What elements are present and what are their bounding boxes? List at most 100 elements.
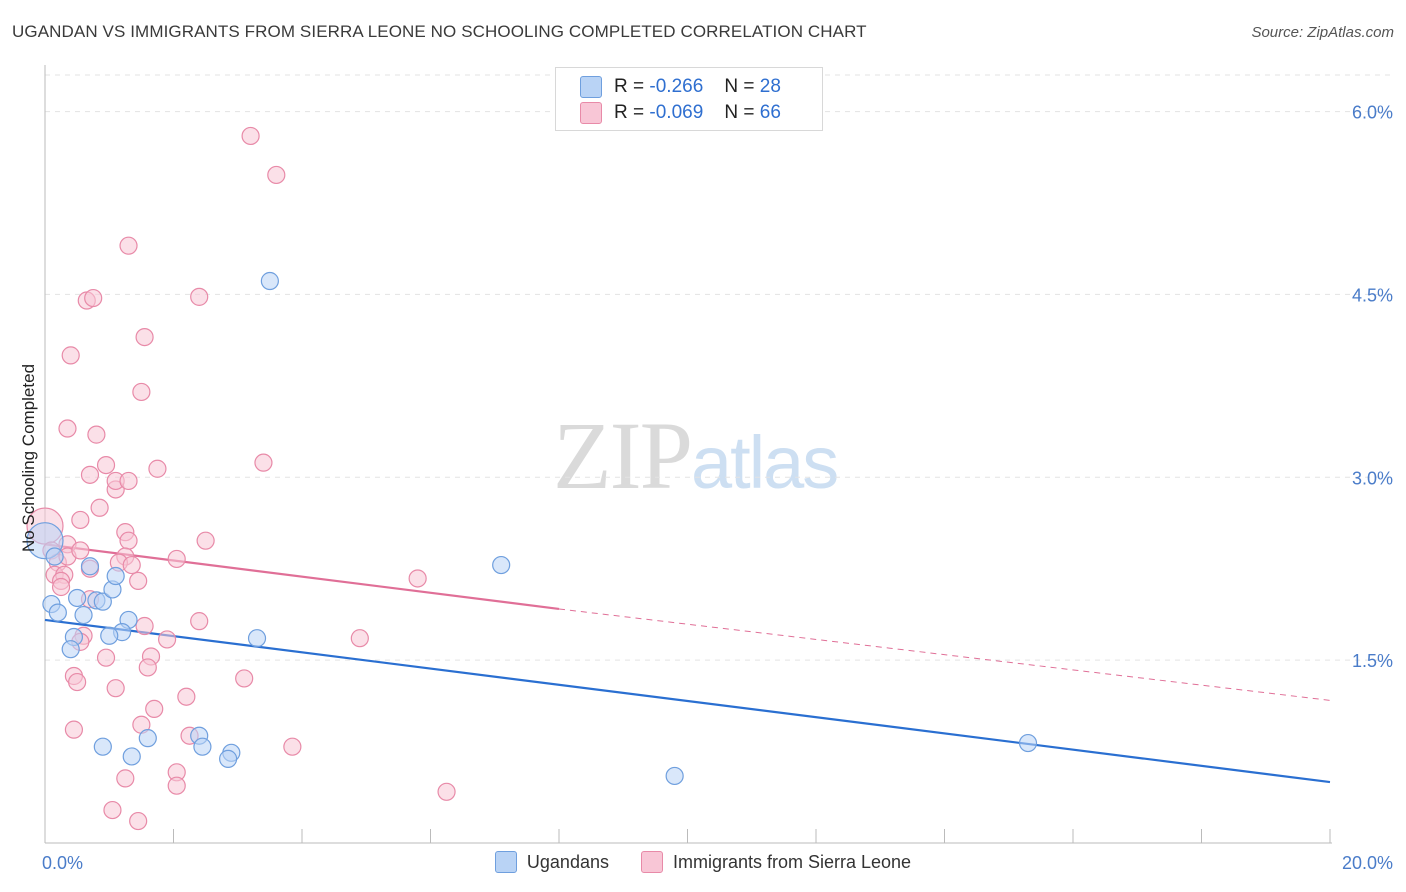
- point-sierra-leone: [51, 577, 71, 597]
- y-tick-label: 4.5%: [1352, 285, 1393, 305]
- point-sierra-leone: [71, 541, 90, 560]
- x-tick-label: 0.0%: [42, 853, 83, 873]
- correlation-legend: R = -0.266 N = 28 R = -0.069 N = 66: [555, 67, 823, 131]
- point-ugandans: [138, 729, 157, 748]
- watermark-atlas: atlas: [691, 421, 839, 504]
- chart-title: UGANDAN VS IMMIGRANTS FROM SIERRA LEONE …: [12, 22, 867, 41]
- legend-r-label: R =: [614, 76, 645, 97]
- trend-extension-sierra-leone: [558, 608, 1331, 701]
- point-sierra-leone: [148, 459, 167, 478]
- source-label: Source: ZipAtlas.com: [1251, 24, 1394, 41]
- point-sierra-leone: [96, 648, 116, 667]
- point-sierra-leone: [267, 165, 286, 185]
- point-sierra-leone: [96, 455, 116, 475]
- watermark-zip: ZIP: [553, 402, 693, 509]
- legend-n-label: N =: [724, 102, 755, 123]
- legend-row-sierra-leone: R = -0.069 N = 66: [580, 101, 781, 125]
- point-sierra-leone: [132, 382, 151, 402]
- point-sierra-leone: [122, 555, 141, 575]
- point-sierra-leone: [145, 699, 164, 719]
- legend-row-ugandans: R = -0.266 N = 28: [580, 75, 781, 99]
- point-sierra-leone: [68, 672, 87, 692]
- point-sierra-leone: [177, 687, 196, 706]
- point-ugandans: [100, 626, 119, 645]
- point-ugandans: [45, 547, 64, 566]
- point-sierra-leone: [157, 630, 177, 649]
- point-sierra-leone: [90, 498, 109, 517]
- axes: [44, 65, 1332, 844]
- y-tick-label: 3.0%: [1352, 468, 1393, 488]
- point-ugandans: [1018, 733, 1038, 753]
- legend-item-sierra-leone[interactable]: Immigrants from Sierra Leone: [640, 851, 912, 873]
- legend-n-value: 28: [759, 76, 781, 97]
- point-ugandans: [247, 629, 267, 648]
- point-sierra-leone: [138, 658, 157, 677]
- point-sierra-leone: [190, 287, 209, 306]
- point-sierra-leone: [241, 126, 260, 146]
- point-ugandans: [122, 747, 141, 766]
- y-tick-label: 1.5%: [1352, 651, 1393, 671]
- point-sierra-leone: [119, 471, 138, 491]
- y-axis-title: No Schooling Completed: [19, 364, 38, 552]
- point-sierra-leone: [80, 465, 100, 484]
- point-ugandans: [665, 766, 684, 786]
- point-sierra-leone: [71, 510, 90, 530]
- point-sierra-leone: [84, 288, 103, 308]
- point-sierra-leone: [254, 453, 273, 472]
- point-sierra-leone: [196, 531, 215, 550]
- point-sierra-leone: [103, 800, 122, 820]
- point-ugandans: [219, 749, 238, 768]
- point-sierra-leone: [437, 782, 456, 801]
- point-sierra-leone: [129, 571, 148, 591]
- legend-swatch-blue: [494, 851, 517, 873]
- grid-lines: [45, 74, 1392, 661]
- point-sierra-leone: [167, 549, 186, 569]
- legend-r-value: -0.069: [649, 102, 704, 123]
- watermark: ZIPatlas: [553, 400, 839, 511]
- point-sierra-leone: [106, 679, 125, 698]
- legend-swatch-blue: [580, 76, 602, 98]
- point-ugandans: [260, 271, 279, 291]
- point-ugandans: [74, 605, 93, 625]
- legend-label-sierra-leone: Immigrants from Sierra Leone: [672, 851, 912, 872]
- point-ugandans: [93, 592, 112, 611]
- point-ugandans: [68, 588, 87, 608]
- legend-swatch-pink: [580, 102, 602, 124]
- tick-labels: 1.5% 3.0% 4.5% 6.0% 0.0% 20.0% No Schooling Co…: [19, 103, 1393, 873]
- point-sierra-leone: [119, 531, 138, 550]
- point-sierra-leone: [283, 737, 302, 756]
- point-sierra-leone: [64, 720, 84, 739]
- point-ugandans: [106, 566, 125, 586]
- series-legend: Ugandans Immigrants from Sierra Leone: [0, 851, 1406, 873]
- legend-r-label: R =: [614, 102, 645, 123]
- point-sierra-leone: [58, 419, 77, 438]
- legend-n-value: 66: [759, 102, 781, 123]
- point-ugandans: [193, 737, 212, 756]
- point-sierra-leone: [190, 612, 209, 631]
- x-tick-label: 20.0%: [1342, 853, 1393, 873]
- point-sierra-leone: [129, 811, 148, 831]
- point-sierra-leone: [87, 425, 106, 444]
- data-points: [26, 126, 1038, 831]
- legend-label-ugandans: Ugandans: [526, 851, 609, 872]
- point-sierra-leone: [119, 236, 138, 255]
- y-tick-label: 6.0%: [1352, 103, 1393, 123]
- point-sierra-leone: [350, 629, 369, 648]
- point-ugandans: [492, 555, 511, 575]
- legend-item-ugandans[interactable]: Ugandans: [494, 851, 609, 873]
- legend-r-value: -0.266: [649, 76, 704, 97]
- point-sierra-leone: [167, 776, 186, 795]
- point-sierra-leone: [135, 616, 154, 636]
- point-sierra-leone: [135, 327, 154, 347]
- point-sierra-leone: [61, 346, 80, 365]
- legend-n-label: N =: [724, 76, 755, 97]
- point-ugandans: [61, 640, 80, 659]
- point-ugandans: [80, 557, 100, 576]
- point-ugandans: [93, 737, 112, 756]
- point-ugandans: [48, 603, 67, 622]
- point-sierra-leone: [235, 669, 254, 688]
- point-sierra-leone: [408, 569, 427, 588]
- legend-swatch-pink: [640, 851, 663, 873]
- point-sierra-leone: [116, 769, 135, 788]
